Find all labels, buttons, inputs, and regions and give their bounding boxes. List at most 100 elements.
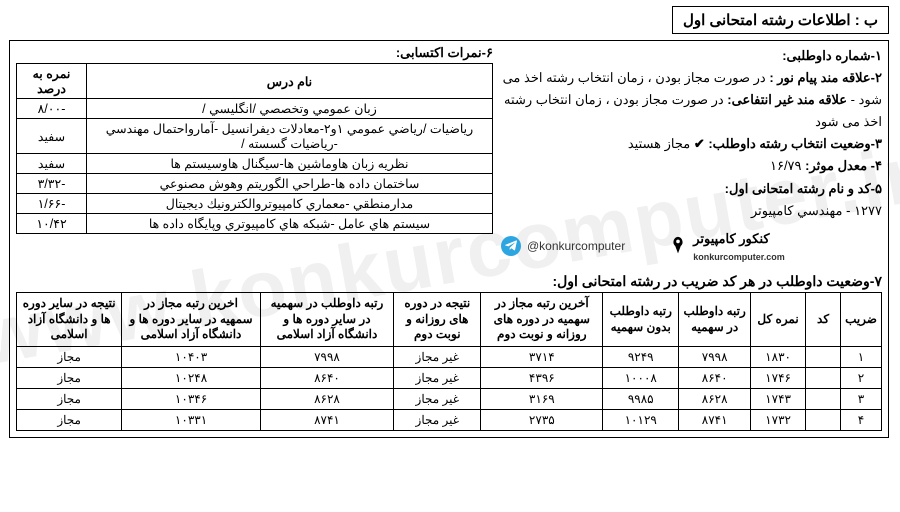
info-line-3: ۳-وضعیت انتخاب رشته داوطلب: ✔ مجاز هستید bbox=[502, 133, 883, 155]
status-cell: ۱۰۳۳۱ bbox=[123, 409, 261, 430]
section-title: ب : اطلاعات رشته امتحانی اول bbox=[673, 6, 890, 34]
status-cell: غیر مجاز bbox=[395, 367, 482, 388]
status-cell: ۱۰۳۴۶ bbox=[123, 388, 261, 409]
info-line-1: ۱-شماره داوطلبی: bbox=[502, 45, 883, 67]
status-cell: ۴ bbox=[842, 409, 883, 430]
score-pct: سفید bbox=[18, 154, 88, 174]
status-table: ضریبکدنمره کلرتبه داوطلب در سهمیه رتبه دا… bbox=[17, 292, 883, 431]
status-cell: ۱۷۴۶ bbox=[752, 367, 807, 388]
status-cell: مجاز bbox=[18, 367, 123, 388]
label-exam-field: ۵-کد و نام رشته امتحانی اول: bbox=[726, 181, 883, 196]
candidate-info: ۱-شماره داوطلبی: ۲-علاقه مند پیام نور : … bbox=[502, 45, 883, 265]
value-exam-field: ۱۲۷۷ - مهندسي كامپيوتر bbox=[502, 200, 883, 222]
value-selection-status: مجاز هستید bbox=[629, 136, 695, 151]
label-candidate-no: ۱-شماره داوطلبی: bbox=[783, 48, 883, 63]
status-cell: مجاز bbox=[18, 388, 123, 409]
status-cell bbox=[807, 388, 842, 409]
status-cell: غیر مجاز bbox=[395, 409, 482, 430]
status-cell: غیر مجاز bbox=[395, 388, 482, 409]
scores-title: ۶-نمرات اکتسابی: bbox=[17, 45, 494, 61]
score-course-name: زبان عمومي وتخصصي /انگليسي / bbox=[88, 99, 494, 119]
info-line-4: ۴- معدل موثر: ۱۶/۷۹ bbox=[502, 155, 883, 177]
status-row: ۱۱۸۳۰۷۹۹۸۹۲۴۹۳۷۱۴غیر مجاز۷۹۹۸۱۰۴۰۳مجاز bbox=[18, 346, 883, 367]
status-cell: ۲ bbox=[842, 367, 883, 388]
outer-box: ۱-شماره داوطلبی: ۲-علاقه مند پیام نور : … bbox=[10, 40, 890, 438]
status-cell: ۸۶۴۰ bbox=[261, 367, 394, 388]
status-cell: ۸۷۴۱ bbox=[680, 409, 752, 430]
scores-table: نام درس نمره به درصد زبان عمومي وتخصصي /… bbox=[17, 63, 494, 234]
status-cell: ۱ bbox=[842, 346, 883, 367]
brand-row: @konkurcomputer کنکور کامپیوتر konkurcom… bbox=[502, 228, 883, 265]
status-cell: غیر مجاز bbox=[395, 346, 482, 367]
status-cell: ۳۷۱۴ bbox=[482, 346, 604, 367]
score-course-name: ساختمان داده ها-طراحي الگوريتم وهوش مصنو… bbox=[88, 174, 494, 194]
score-pct: -۸/۰۰ bbox=[18, 99, 88, 119]
scores-header-name: نام درس bbox=[88, 64, 494, 99]
status-cell: ۱۷۳۲ bbox=[752, 409, 807, 430]
status-header-cell: نتیجه در دوره های روزانه و نوبت دوم bbox=[395, 293, 482, 347]
brand-name: کنکور کامپیوتر bbox=[694, 228, 770, 250]
status-cell: ۸۶۲۸ bbox=[680, 388, 752, 409]
scores-row: نظريه زبان هاوماشين ها-سيگنال هاوسيستم ه… bbox=[18, 154, 494, 174]
brand-sub: konkurcomputer.com bbox=[694, 250, 786, 265]
status-cell: ۴۳۹۶ bbox=[482, 367, 604, 388]
status-cell bbox=[807, 346, 842, 367]
status-cell: ۱۰۲۴۸ bbox=[123, 367, 261, 388]
label-selection-status: ۳-وضعیت انتخاب رشته داوطلب: bbox=[709, 136, 883, 151]
status-cell: مجاز bbox=[18, 346, 123, 367]
status-cell: ۹۲۴۹ bbox=[604, 346, 680, 367]
status-row: ۳۱۷۴۳۸۶۲۸۹۹۸۵۳۱۶۹غیر مجاز۸۶۲۸۱۰۳۴۶مجاز bbox=[18, 388, 883, 409]
status-cell: مجاز bbox=[18, 409, 123, 430]
info-line-2: ۲-علاقه مند پیام نور : در صورت مجاز بودن… bbox=[502, 67, 883, 133]
score-course-name: مدارمنطقي -معماري كامپيوتروالكترونيك ديج… bbox=[88, 194, 494, 214]
brand-handle: @konkurcomputer bbox=[528, 236, 626, 256]
label-gpa: ۴- معدل موثر: bbox=[806, 158, 883, 173]
score-pct: سفید bbox=[18, 119, 88, 154]
page-container: ب : اطلاعات رشته امتحانی اول ۱-شماره داو… bbox=[0, 0, 900, 444]
status-header-cell: نتیجه در سایر دوره ها و دانشگاه آزاد اسل… bbox=[18, 293, 123, 347]
status-cell bbox=[807, 367, 842, 388]
scores-row: زبان عمومي وتخصصي /انگليسي /-۸/۰۰ bbox=[18, 99, 494, 119]
scores-row: مدارمنطقي -معماري كامپيوتروالكترونيك ديج… bbox=[18, 194, 494, 214]
status-row: ۲۱۷۴۶۸۶۴۰۱۰۰۰۸۴۳۹۶غیر مجاز۸۶۴۰۱۰۲۴۸مجاز bbox=[18, 367, 883, 388]
status-cell: ۸۶۲۸ bbox=[261, 388, 394, 409]
status-cell: ۱۷۴۳ bbox=[752, 388, 807, 409]
scores-header-pct: نمره به درصد bbox=[18, 64, 88, 99]
score-course-name: سيستم هاي عامل -شبكه هاي كامپيوتري وپايگ… bbox=[88, 214, 494, 234]
status-cell: ۱۰۰۰۸ bbox=[604, 367, 680, 388]
label-payamnoor: ۲-علاقه مند پیام نور : bbox=[770, 70, 883, 85]
telegram-icon bbox=[502, 236, 522, 256]
status-header-cell: کد bbox=[807, 293, 842, 347]
status-header-cell: نمره کل bbox=[752, 293, 807, 347]
label-nonprofit: علاقه مند غیر انتفاعی: bbox=[728, 92, 848, 107]
score-course-name: رياضيات /رياضي عمومي ۱و۲-معادلات ديفرانس… bbox=[88, 119, 494, 154]
status-header-cell: رتبه داوطلب در سهمیه در سایر دوره ها و د… bbox=[261, 293, 394, 347]
status-cell: ۷۹۹۸ bbox=[261, 346, 394, 367]
score-course-name: نظريه زبان هاوماشين ها-سيگنال هاوسيستم ه… bbox=[88, 154, 494, 174]
value-gpa: ۱۶/۷۹ bbox=[771, 158, 806, 173]
status-cell: ۸۷۴۱ bbox=[261, 409, 394, 430]
status-header-cell: ضریب bbox=[842, 293, 883, 347]
pen-icon bbox=[668, 235, 690, 257]
status-cell: ۷۹۹۸ bbox=[680, 346, 752, 367]
status-cell: ۱۰۱۲۹ bbox=[604, 409, 680, 430]
top-row: ۱-شماره داوطلبی: ۲-علاقه مند پیام نور : … bbox=[17, 45, 883, 265]
status-cell: ۸۶۴۰ bbox=[680, 367, 752, 388]
scores-column: ۶-نمرات اکتسابی: نام درس نمره به درصد زب… bbox=[17, 45, 494, 265]
status-row: ۴۱۷۳۲۸۷۴۱۱۰۱۲۹۲۷۳۵غیر مجاز۸۷۴۱۱۰۳۳۱مجاز bbox=[18, 409, 883, 430]
scores-row: سيستم هاي عامل -شبكه هاي كامپيوتري وپايگ… bbox=[18, 214, 494, 234]
scores-row: رياضيات /رياضي عمومي ۱و۲-معادلات ديفرانس… bbox=[18, 119, 494, 154]
status-cell: ۳۱۶۹ bbox=[482, 388, 604, 409]
scores-row: ساختمان داده ها-طراحي الگوريتم وهوش مصنو… bbox=[18, 174, 494, 194]
status-cell: ۱۰۴۰۳ bbox=[123, 346, 261, 367]
brand-logo: کنکور کامپیوتر konkurcomputer.com bbox=[668, 228, 786, 265]
status-header-cell: اخرین رتبه مجاز در سمهیه در سایر دوره ها… bbox=[123, 293, 261, 347]
status-header-row: ضریبکدنمره کلرتبه داوطلب در سهمیه رتبه دا… bbox=[18, 293, 883, 347]
check-icon: ✔ bbox=[695, 136, 706, 151]
status-header-cell: رتبه داوطلب در سهمیه bbox=[680, 293, 752, 347]
score-pct: -۳/۳۲ bbox=[18, 174, 88, 194]
status-cell: ۱۸۳۰ bbox=[752, 346, 807, 367]
status-cell: ۳ bbox=[842, 388, 883, 409]
status-cell: ۲۷۳۵ bbox=[482, 409, 604, 430]
status-title: ۷-وضعیت داوطلب در هر کد ضریب در رشته امت… bbox=[17, 273, 883, 290]
